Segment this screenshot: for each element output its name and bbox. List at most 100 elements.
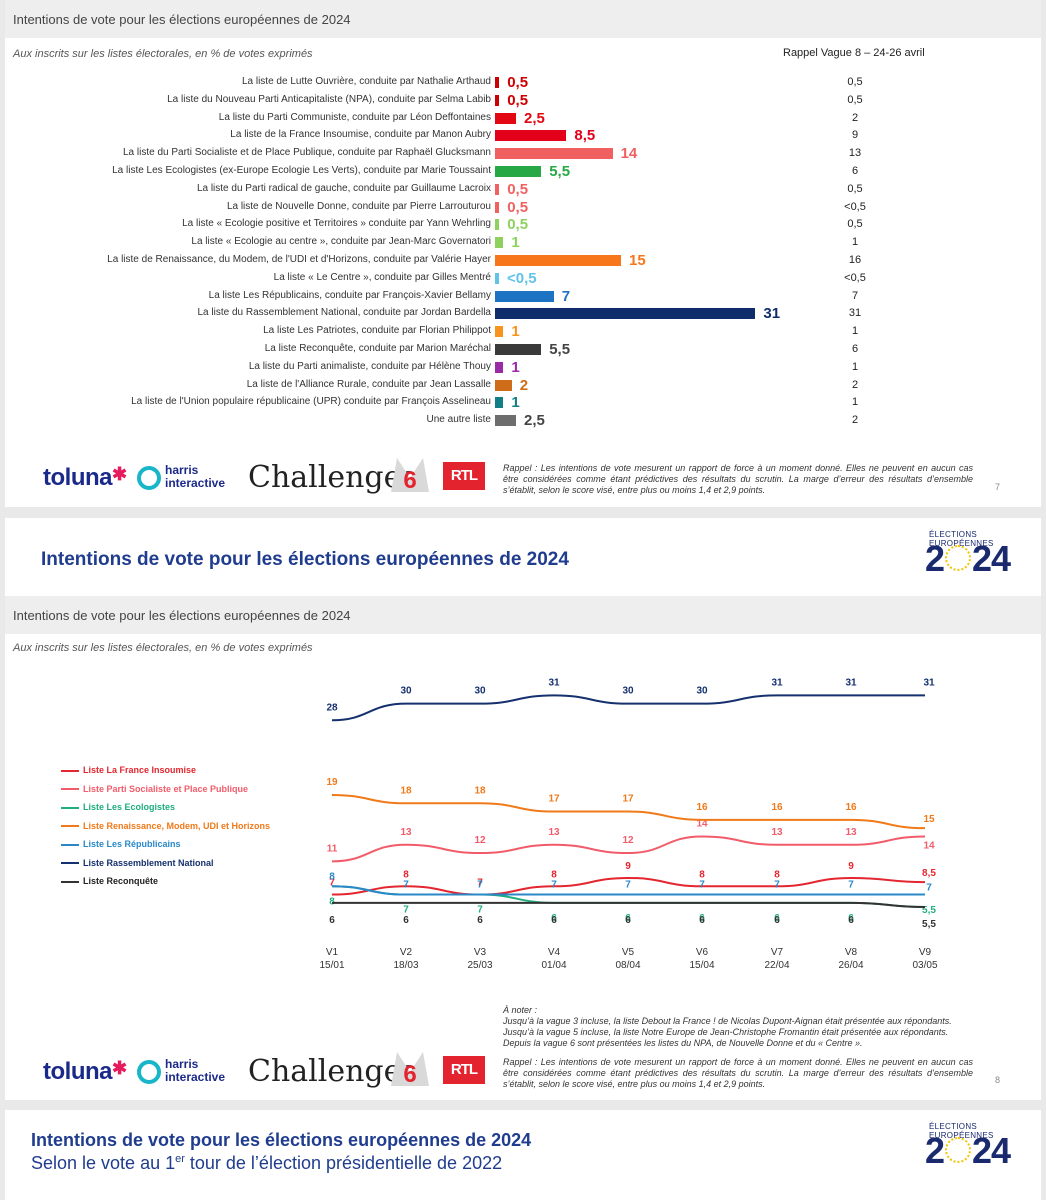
bar	[495, 237, 504, 249]
series-line	[331, 793, 926, 830]
bar	[495, 415, 516, 427]
slide-subtitle: Selon le vote au 1er tour de l’élection …	[31, 1153, 503, 1173]
bar-value-label: 0,5	[507, 216, 529, 234]
bar	[495, 308, 756, 320]
chart-subtitle: Aux inscrits sur les listes électorales,…	[13, 642, 313, 654]
bar	[495, 183, 500, 195]
line-chart: V1 15/01 V2 18/03 V3 25/03 V4 01/04 V5 08/04 V6 15/…	[319, 677, 937, 971]
bar	[495, 219, 500, 231]
rtl-logo: RTL	[443, 462, 485, 490]
legend-entry: Liste Rassemblement National	[61, 858, 214, 868]
slide-header-bar: Intentions de vote pour les élections eu…	[5, 596, 1041, 634]
series-line	[331, 885, 925, 896]
x-tick-label: V5	[622, 947, 635, 958]
data-label: 9	[625, 861, 631, 872]
bar	[495, 166, 542, 177]
harris-ring-icon	[137, 466, 161, 490]
notes: À noter : Jusqu’à la vague 3 incluse, la…	[503, 1005, 1003, 1049]
recall-value: 2	[851, 378, 859, 391]
bar-category-label: La liste de Nouvelle Donne, conduite par…	[226, 200, 491, 212]
bar-value-label: 0,5	[507, 74, 529, 91]
bar	[495, 326, 504, 338]
legend-swatch	[61, 843, 79, 846]
bar	[495, 290, 554, 302]
data-label: 7	[477, 905, 483, 916]
data-label: 6	[551, 915, 557, 926]
recall-value: 0,5	[847, 76, 863, 88]
data-label: 7	[551, 880, 557, 891]
harris-logo: harris interactive	[165, 1057, 226, 1084]
data-label: 7	[848, 880, 854, 891]
x-tick-date: 26/04	[838, 960, 863, 971]
data-label: 7	[774, 880, 780, 891]
bar-category-label: La liste « Ecologie au centre », conduit…	[191, 236, 491, 248]
x-tick-label: V8	[845, 947, 858, 958]
recall-value: 6	[851, 343, 859, 355]
recall-value: 2	[851, 111, 859, 124]
x-tick-date: 03/05	[912, 960, 937, 971]
data-label: 18	[474, 785, 486, 796]
data-label: 6	[848, 915, 854, 926]
bar-value-label: 2,5	[524, 109, 545, 127]
page-number: 8	[995, 1075, 1001, 1085]
data-label: 18	[400, 785, 412, 796]
bar-category-label: La liste de l'Union populaire républicai…	[131, 396, 491, 408]
data-label: 13	[771, 827, 783, 838]
slide-title: Intentions de vote pour les élections eu…	[41, 549, 569, 570]
bar-category-label: La liste Les Patriotes, conduite par Flo…	[263, 325, 491, 337]
data-label: 6	[477, 915, 483, 926]
note-line: Depuis la vague 6 sont présentées les li…	[503, 1038, 863, 1048]
data-label: 7	[699, 880, 705, 891]
data-label: 15	[923, 814, 935, 825]
slide-header: Intentions de vote pour les élections eu…	[13, 608, 351, 623]
bar	[495, 130, 567, 142]
x-tick-label: V1	[326, 947, 339, 958]
data-label: 6	[625, 913, 631, 924]
data-label: 31	[548, 677, 560, 688]
x-tick-label: V7	[771, 947, 784, 958]
bar-category-label: La liste Les Républicains, conduite par …	[208, 289, 491, 301]
x-tick-date: 15/04	[689, 960, 714, 971]
legend-swatch	[61, 862, 79, 865]
data-label: 6	[699, 915, 705, 926]
bar-value-label: 1	[511, 323, 520, 341]
data-label: 13	[548, 827, 560, 838]
data-label: 16	[845, 802, 857, 813]
data-label: 14	[923, 840, 935, 851]
data-label: 31	[845, 677, 857, 688]
data-label: 13	[845, 827, 857, 838]
legend-swatch	[61, 880, 79, 883]
x-tick-label: V9	[919, 947, 932, 958]
legend-label: Liste Rassemblement National	[83, 857, 214, 868]
recall-value: 1	[851, 325, 859, 338]
x-tick-date: 08/04	[615, 960, 640, 971]
harris-ring-icon	[137, 1060, 161, 1084]
data-label: 8	[329, 896, 335, 907]
bar	[495, 112, 516, 124]
bar-category-label: La liste de l'Alliance Rurale, conduite …	[246, 378, 491, 390]
data-label: 16	[771, 802, 783, 813]
bar-value-label: 7	[561, 287, 571, 305]
x-tick-date: 01/04	[541, 960, 566, 971]
bar-category-label: La liste « Ecologie positive et Territoi…	[182, 218, 491, 230]
recall-value: 0,5	[847, 93, 863, 106]
rtl-logo: RTL	[443, 1056, 485, 1084]
slide-header: Intentions de vote pour les élections eu…	[13, 12, 351, 27]
data-label: 8,5	[922, 868, 936, 879]
bar	[495, 77, 500, 88]
bar-category-label: La liste du Rassemblement National, cond…	[197, 307, 491, 319]
x-tick-date: 25/03	[467, 960, 492, 971]
bar-value-label: 0,5	[507, 198, 529, 216]
data-label: 6	[699, 913, 705, 924]
legend-entry: Liste Les Républicains	[61, 839, 181, 849]
data-label: 6	[774, 913, 780, 924]
data-label: 6	[329, 915, 335, 926]
note-line: Jusqu’à la vague 5 incluse, la liste Not…	[503, 1027, 949, 1037]
note-line: Jusqu’à la vague 3 incluse, la liste Deb…	[503, 1016, 952, 1026]
data-label: 30	[400, 686, 412, 697]
data-label: 6	[403, 915, 409, 926]
elections-2024-logo: ÉLECTIONS EUROPÉENNES 2 24	[925, 530, 1011, 579]
recall-value: 16	[848, 254, 862, 266]
recall-value: 1	[851, 360, 859, 373]
data-label: 31	[771, 677, 783, 688]
